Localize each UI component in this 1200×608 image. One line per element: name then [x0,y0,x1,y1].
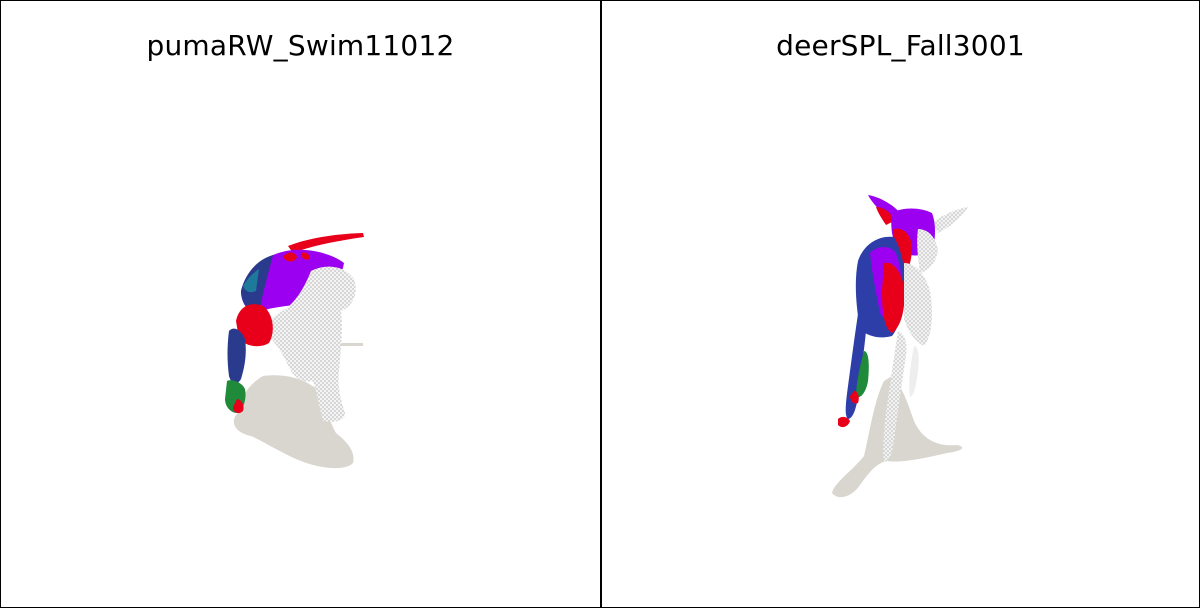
panel-left: pumaRW_Swim11012 [1,1,600,607]
panel-title: pumaRW_Swim11012 [146,29,455,62]
panel-right: deerSPL_Fall3001 [600,1,1199,607]
tail [288,233,364,253]
deer-render [832,195,968,498]
ear-right [932,207,968,233]
front-leg-right [883,331,907,462]
shadow [832,376,963,498]
panel-title: deerSPL_Fall3001 [776,29,1025,62]
shadow [233,375,354,469]
front-leg-left [845,299,868,419]
head-chest-mesh [268,266,356,422]
red-shoulder [236,304,273,347]
puma-render [225,233,364,469]
hind-leg [227,328,246,384]
